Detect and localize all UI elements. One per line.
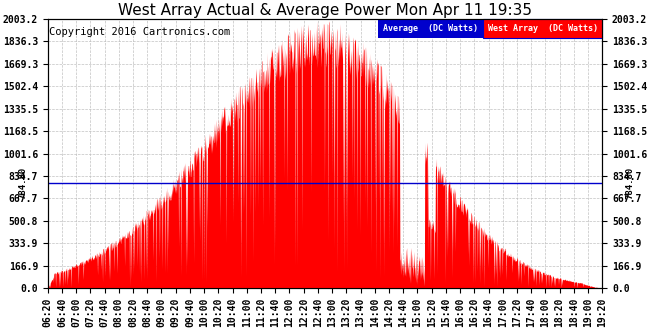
Text: 784.80: 784.80	[625, 167, 634, 199]
Title: West Array Actual & Average Power Mon Apr 11 19:35: West Array Actual & Average Power Mon Ap…	[118, 3, 532, 18]
Text: Copyright 2016 Cartronics.com: Copyright 2016 Cartronics.com	[49, 27, 230, 37]
Text: 784.80: 784.80	[18, 167, 27, 199]
Text: West Array  (DC Watts): West Array (DC Watts)	[488, 24, 597, 33]
FancyBboxPatch shape	[378, 19, 483, 38]
Text: Average  (DC Watts): Average (DC Watts)	[383, 24, 478, 33]
FancyBboxPatch shape	[483, 19, 603, 38]
